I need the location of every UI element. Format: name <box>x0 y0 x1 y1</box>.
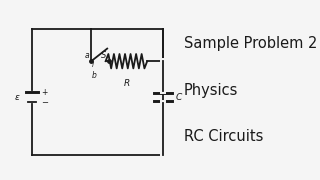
Text: RC Circuits: RC Circuits <box>184 129 263 144</box>
Text: Physics: Physics <box>184 82 238 98</box>
Text: C: C <box>176 93 182 102</box>
Text: −: − <box>41 98 48 107</box>
Text: a: a <box>85 51 90 60</box>
Text: i: i <box>92 62 94 68</box>
Text: R: R <box>123 79 130 88</box>
Text: ε: ε <box>15 93 20 102</box>
Text: +: + <box>41 88 47 97</box>
Text: b: b <box>92 71 97 80</box>
Text: Sample Problem 2: Sample Problem 2 <box>184 36 317 51</box>
Text: S: S <box>101 51 106 60</box>
